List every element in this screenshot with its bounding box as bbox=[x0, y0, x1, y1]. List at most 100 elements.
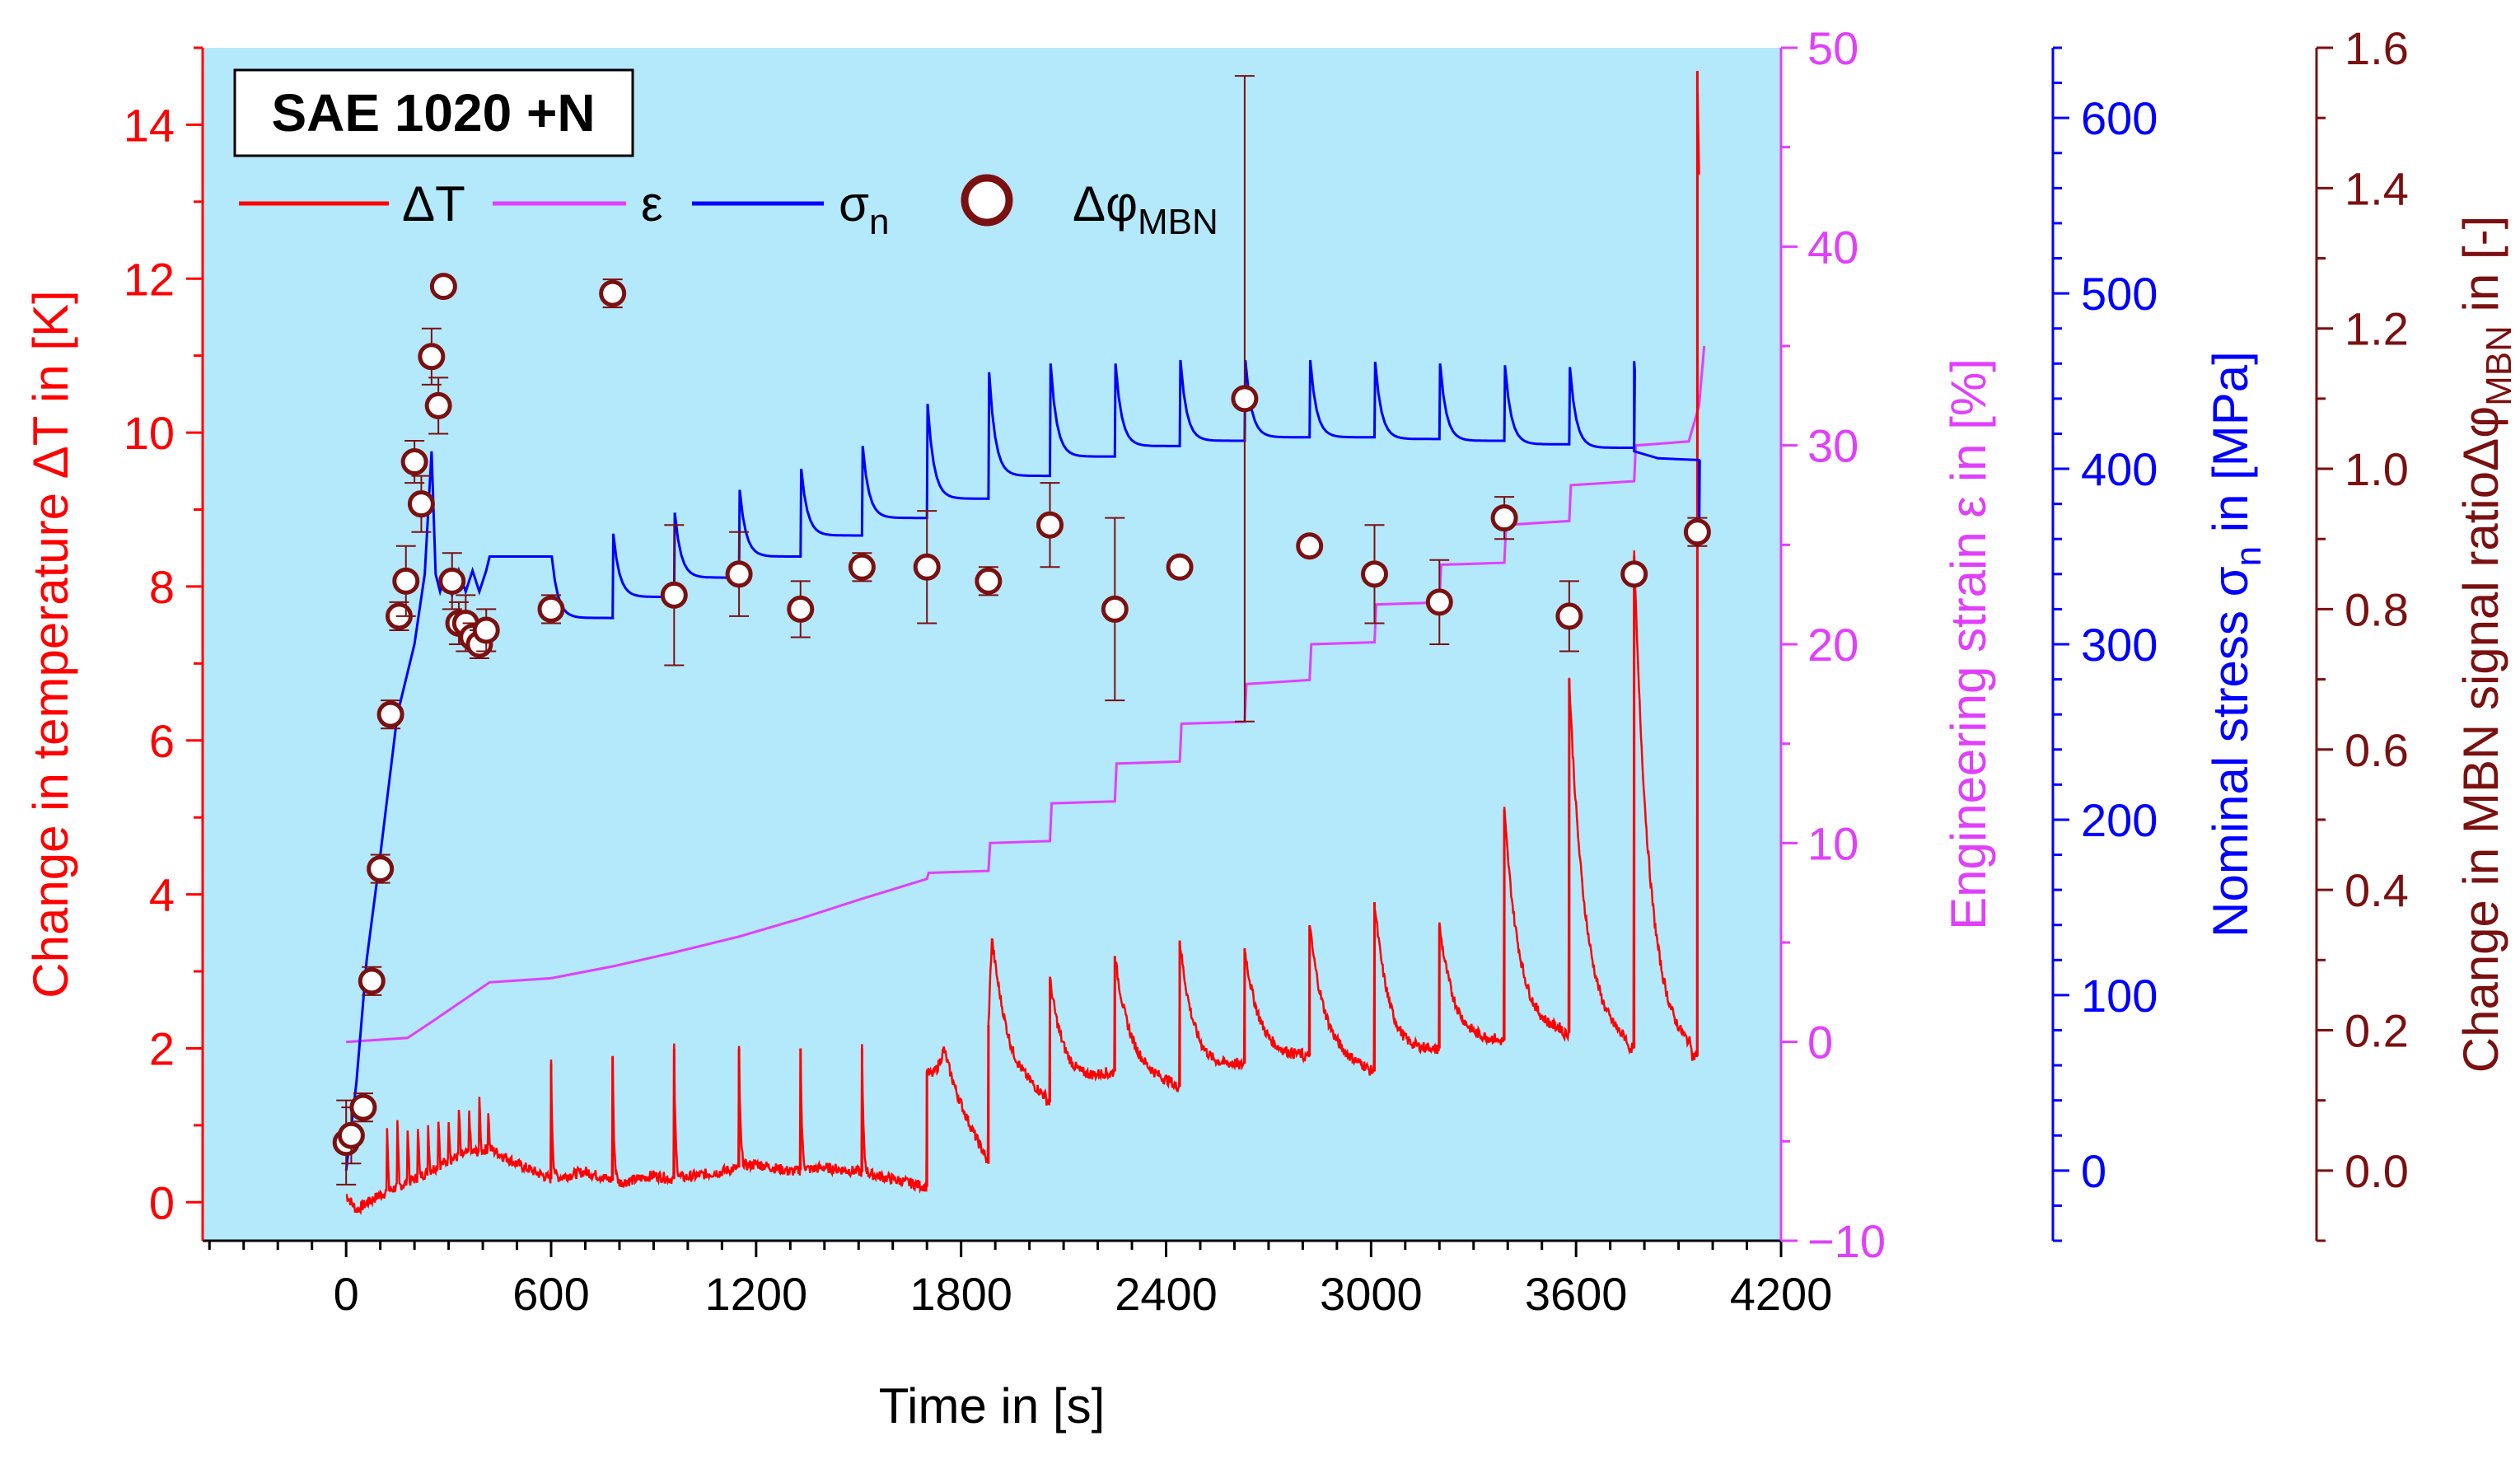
x-tick-label: 1200 bbox=[705, 1268, 808, 1320]
sigma-tick-label: 500 bbox=[2081, 268, 2158, 320]
dT-tick-label: 0 bbox=[149, 1176, 175, 1228]
mbn-marker bbox=[1425, 588, 1453, 616]
mbn-marker bbox=[975, 567, 1003, 595]
sigma-tick-label: 600 bbox=[2081, 92, 2158, 144]
mbn-marker bbox=[392, 567, 420, 595]
eps-tick-label: 30 bbox=[1807, 420, 1858, 472]
sigma-tick-label: 200 bbox=[2081, 794, 2158, 846]
mbn-tick-label: 0.8 bbox=[2345, 583, 2409, 635]
y-axis-title-mbn: Change in MBN signal ratioΔφMBN in [-] bbox=[2453, 216, 2519, 1073]
legend-marker-mbn bbox=[961, 174, 1013, 227]
legend: ΔT ε σn ΔφMBN bbox=[239, 174, 1218, 242]
mbn-point bbox=[349, 1092, 377, 1123]
mbn-tick-label: 0.0 bbox=[2345, 1145, 2409, 1197]
x-tick-label: 3000 bbox=[1320, 1268, 1423, 1320]
mbn-tick-label: 1.6 bbox=[2345, 22, 2409, 74]
mbn-marker bbox=[725, 560, 753, 588]
stress-line bbox=[344, 359, 1701, 1171]
mbn-point bbox=[1296, 532, 1324, 560]
mbn-marker bbox=[848, 553, 876, 581]
dT-tick-label: 4 bbox=[149, 869, 175, 921]
mbn-series bbox=[332, 75, 1711, 1186]
mbn-point bbox=[848, 552, 876, 582]
mbn-point bbox=[429, 273, 457, 301]
eps-tick-label: 40 bbox=[1807, 221, 1858, 273]
x-tick-label: 2400 bbox=[1115, 1268, 1218, 1320]
mbn-point bbox=[1683, 517, 1711, 547]
mbn-marker bbox=[1296, 532, 1324, 560]
mbn-marker bbox=[367, 855, 395, 883]
y-axis-title-eps: Engineering strain ε in [%] bbox=[1941, 358, 1996, 930]
mbn-marker bbox=[1683, 518, 1711, 546]
stress-series bbox=[344, 359, 1701, 1171]
temperature-line bbox=[345, 92, 1700, 1215]
strain-line bbox=[346, 345, 1706, 1044]
chart-title: SAE 1020 +N bbox=[271, 83, 595, 143]
mbn-marker bbox=[337, 1121, 365, 1149]
title-box bbox=[233, 68, 634, 157]
mbn-point bbox=[1425, 559, 1453, 645]
mbn-tick-label: 1.4 bbox=[2345, 162, 2409, 214]
mbn-marker bbox=[1036, 511, 1064, 539]
legend-label-mbn: ΔφMBN bbox=[1073, 176, 1218, 242]
mbn-marker bbox=[407, 490, 435, 518]
mbn-marker bbox=[1101, 595, 1129, 623]
sigma-tick-label: 300 bbox=[2081, 619, 2158, 671]
mbn-point bbox=[660, 524, 688, 667]
mbn-point bbox=[913, 510, 941, 624]
mbn-point bbox=[1360, 524, 1388, 624]
dT-tick-label: 8 bbox=[149, 561, 175, 613]
mbn-point bbox=[400, 439, 428, 484]
y-axis-title-sigma: Nominal stress σn in [MPa] bbox=[2203, 351, 2269, 938]
sigma-tick-label: 100 bbox=[2081, 970, 2158, 1022]
mbn-marker bbox=[438, 567, 466, 595]
mbn-point bbox=[1620, 560, 1648, 588]
mbn-marker bbox=[1231, 385, 1259, 413]
mbn-marker bbox=[913, 553, 941, 581]
mbn-point bbox=[787, 580, 815, 638]
y-axis-title-dT: Change in temperature ΔT in [K] bbox=[23, 290, 78, 998]
mbn-marker bbox=[472, 616, 500, 644]
mbn-tick-label: 0.6 bbox=[2345, 724, 2409, 776]
x-axis-title: Time in [s] bbox=[879, 1378, 1105, 1434]
mbn-marker bbox=[424, 391, 452, 419]
mbn-point bbox=[1231, 75, 1259, 723]
mbn-tick-label: 1.2 bbox=[2345, 303, 2409, 355]
dT-tick-label: 12 bbox=[124, 253, 175, 305]
mbn-point bbox=[1101, 517, 1129, 702]
mbn-marker bbox=[429, 273, 457, 301]
mbn-marker bbox=[1555, 602, 1583, 630]
mbn-point bbox=[1036, 482, 1064, 568]
mbn-marker bbox=[1166, 553, 1194, 581]
mbn-marker bbox=[660, 581, 688, 609]
dT-tick-label: 14 bbox=[124, 99, 175, 151]
strain-series bbox=[346, 345, 1706, 1044]
eps-tick-label: 50 bbox=[1807, 22, 1858, 74]
dT-tick-label: 10 bbox=[124, 407, 175, 459]
mbn-point bbox=[418, 327, 446, 386]
x-tick-label: 1800 bbox=[909, 1268, 1012, 1320]
mbn-point bbox=[725, 531, 753, 617]
mbn-marker bbox=[787, 595, 815, 623]
legend-label-sigma: σn bbox=[839, 176, 890, 242]
mbn-point bbox=[1490, 496, 1518, 540]
eps-tick-label: 20 bbox=[1807, 619, 1858, 671]
eps-tick-label: −10 bbox=[1807, 1215, 1886, 1267]
mbn-point bbox=[358, 966, 386, 996]
x-tick-label: 0 bbox=[334, 1268, 359, 1320]
mbn-marker bbox=[358, 967, 386, 995]
eps-tick-label: 0 bbox=[1807, 1017, 1833, 1069]
dT-tick-label: 6 bbox=[149, 715, 175, 767]
x-tick-label: 4200 bbox=[1730, 1268, 1833, 1320]
mbn-marker bbox=[349, 1093, 377, 1121]
mbn-tick-label: 1.0 bbox=[2345, 443, 2409, 495]
mbn-tick-label: 0.4 bbox=[2345, 864, 2409, 916]
mbn-marker bbox=[418, 343, 446, 371]
mbn-tick-label: 0.2 bbox=[2345, 1004, 2409, 1056]
mbn-point bbox=[599, 278, 627, 309]
sigma-tick-label: 0 bbox=[2081, 1145, 2106, 1197]
mbn-point bbox=[975, 566, 1003, 596]
mbn-marker bbox=[599, 279, 627, 307]
mbn-point bbox=[424, 377, 452, 435]
